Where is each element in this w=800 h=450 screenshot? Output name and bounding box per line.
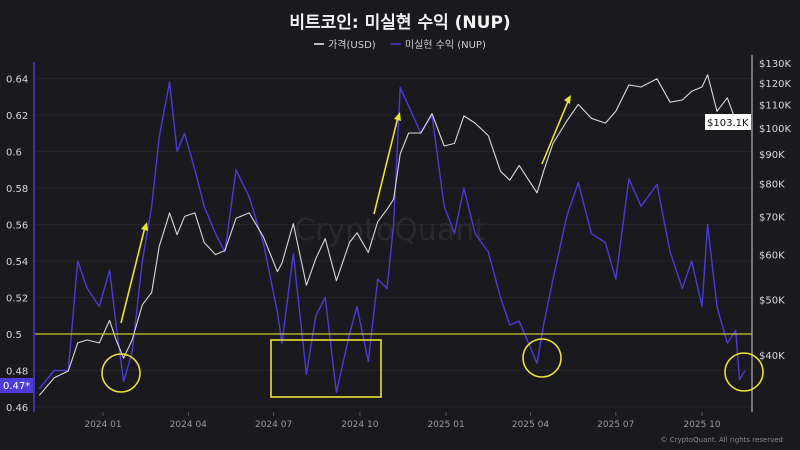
annotations [101,98,764,398]
price-swatch [314,42,325,45]
y-right-tick-label: $50K [759,296,785,307]
y-left-tick-label: 0.48 [6,367,28,378]
legend-item-price[interactable]: 가격(USD) [314,36,376,51]
legend-label-price: 가격(USD) [328,40,376,51]
current-price-badge [705,114,751,130]
nup-line [38,81,746,394]
y-right-tick-label: $60K [759,251,785,262]
legend: 가격(USD) 미실현 수익 (NUP) [0,36,800,51]
y-left-tick-label: 0.5 [6,330,22,341]
y-left-tick-label: 0.64 [6,75,28,86]
arrowhead [141,222,148,231]
arrowhead [564,95,571,104]
x-tick-label: 2024 04 [170,420,207,430]
y-right-tick-label: $120K [759,79,791,90]
y-left-tick-label: 0.56 [6,221,28,232]
arrowheads [141,95,571,231]
y-left-tick-label: 0.46 [6,403,28,414]
annotation-circle [522,338,562,378]
series-group [38,74,746,396]
x-tick-label: 2024 07 [255,420,292,430]
chart-title: 비트코인: 미실현 수익 (NUP) [289,13,511,33]
x-tick-label: 2025 07 [597,420,634,430]
y-left-tick-label: 0.54 [6,257,28,268]
y-right-tick-label: $130K [759,59,791,70]
current-nup-badge [0,378,33,393]
y-left-tick-label: 0.6 [6,148,22,159]
current-price-label: $103.1K [707,118,749,129]
legend-item-nup[interactable]: 미실현 수익 (NUP) [390,36,486,51]
x-tick-label: 2024 01 [84,420,121,430]
annotation-circle [101,353,141,393]
legend-label-nup: 미실현 수익 (NUP) [404,40,486,51]
x-tick-label: 2024 10 [341,420,378,430]
arrowhead [394,112,401,121]
annotation-box [270,339,382,398]
x-tick-label: 2025 01 [427,420,464,430]
y-left-tick-label: 0.62 [6,111,28,122]
y-right-tick-label: $110K [759,100,791,111]
annotation-arrow [120,226,146,324]
current-nup-label: 0.47* [3,381,30,392]
y-right-tick-label: $90K [759,150,785,161]
x-tick-label: 2025 10 [683,420,720,430]
nup-swatch [390,42,401,45]
y-right-tick-label: $70K [759,212,785,223]
axis-ticks: 0.46 0.48 0.5 0.52 0.54 0.56 0.58 0.6 0.62 0.64 $4… [6,59,791,430]
y-right-tick-label: $40K [759,351,785,362]
y-right-tick-label: $100K [759,124,791,135]
price-line [38,74,746,396]
annotation-arrow [541,98,570,165]
annotation-arrow [373,116,399,215]
copyright-footer: © CryptoQuant. All rights reserved [661,436,783,444]
y-right-tick-label: $80K [759,179,785,190]
y-left-tick-label: 0.52 [6,294,28,305]
annotation-circle [724,352,764,392]
y-left-tick-label: 0.58 [6,184,28,195]
x-tick-label: 2025 04 [512,420,549,430]
